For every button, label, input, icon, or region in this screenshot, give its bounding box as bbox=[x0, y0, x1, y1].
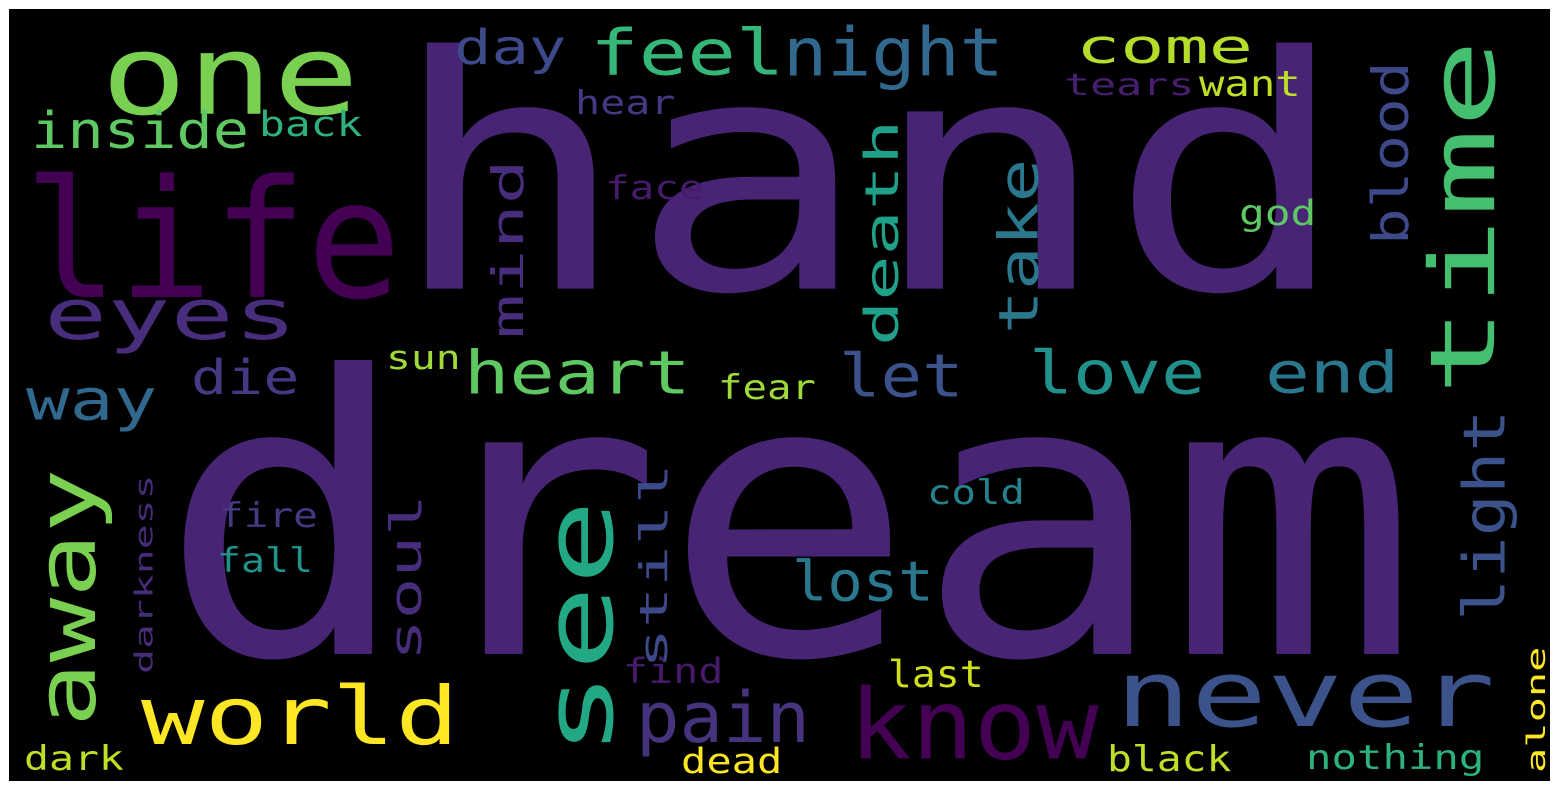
word-feel: feel bbox=[590, 15, 785, 90]
word-mind: mind bbox=[483, 159, 535, 339]
word-eyes: eyes bbox=[44, 274, 298, 357]
word-dream: dream bbox=[159, 294, 1419, 746]
word-nothing: nothing bbox=[1306, 738, 1485, 778]
word-fear: fear bbox=[718, 368, 816, 408]
word-one: one bbox=[101, 11, 360, 141]
word-see: see bbox=[523, 499, 635, 757]
word-never: never bbox=[1115, 641, 1496, 748]
word-light: light bbox=[1450, 409, 1519, 621]
word-face: face bbox=[605, 168, 704, 207]
word-pain: pain bbox=[636, 677, 811, 760]
word-know: know bbox=[849, 669, 1099, 781]
word-dead: dead bbox=[681, 741, 783, 781]
word-cloud: dream hand one life eyes time see never … bbox=[9, 9, 1550, 781]
word-time: time bbox=[1411, 38, 1516, 397]
word-inside: inside bbox=[31, 100, 250, 161]
word-night: night bbox=[783, 14, 1004, 93]
word-back: back bbox=[259, 104, 363, 145]
word-way: way bbox=[26, 366, 158, 434]
word-want: want bbox=[1199, 62, 1301, 105]
word-alone: alone bbox=[1521, 646, 1550, 773]
word-tears: tears bbox=[1064, 68, 1195, 103]
word-still: still bbox=[632, 463, 677, 669]
word-fire: fire bbox=[219, 496, 318, 536]
word-day: day bbox=[454, 19, 567, 76]
word-come: come bbox=[1076, 19, 1254, 75]
word-fall: fall bbox=[217, 541, 313, 581]
word-end: end bbox=[1265, 339, 1400, 407]
word-god: god bbox=[1239, 193, 1317, 234]
word-sun: sun bbox=[386, 338, 461, 377]
word-darkness: darkness bbox=[129, 474, 159, 674]
word-black: black bbox=[1107, 737, 1232, 780]
word-last: last bbox=[888, 653, 984, 697]
word-death: death bbox=[856, 119, 910, 347]
word-die: die bbox=[191, 349, 300, 406]
word-find: find bbox=[623, 651, 724, 692]
word-heart: heart bbox=[464, 338, 691, 409]
word-away: away bbox=[20, 468, 116, 727]
word-world: world bbox=[141, 670, 459, 764]
word-lost: lost bbox=[792, 549, 934, 614]
word-blood: blood bbox=[1362, 61, 1421, 245]
word-soul: soul bbox=[381, 494, 433, 661]
word-life: life bbox=[24, 145, 402, 337]
word-hand: hand bbox=[389, 9, 1350, 366]
word-love: love bbox=[1029, 338, 1206, 409]
word-take: take bbox=[986, 158, 1051, 334]
word-cold: cold bbox=[927, 473, 1025, 513]
word-dark: dark bbox=[24, 739, 124, 779]
word-hear: hear bbox=[575, 83, 676, 122]
word-let: let bbox=[839, 341, 964, 412]
